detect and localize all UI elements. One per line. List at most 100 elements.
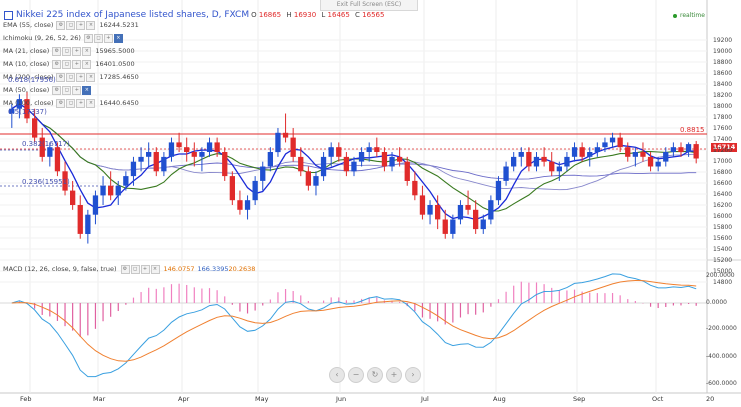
price-tick-label: 19200 [713, 37, 733, 44]
price-tick-label: 16800 [713, 169, 733, 176]
add-icon[interactable]: + [140, 264, 150, 274]
price-tick-label: 16200 [713, 202, 733, 209]
exit-fullscreen-button[interactable]: Exit Full Screen (ESC) [320, 0, 418, 11]
hide-icon[interactable]: ◻ [66, 98, 76, 108]
add-icon[interactable]: + [72, 59, 82, 69]
settings-icon[interactable]: ⚙ [56, 20, 66, 30]
realtime-label: realtime [680, 12, 705, 19]
close-icon[interactable]: × [113, 33, 123, 43]
signal-value: 166.3395 [197, 265, 229, 273]
candle-body [389, 156, 395, 167]
fib-label-382: 0.382(16717) [22, 140, 70, 148]
chart-title-row: Nikkei 225 index of Japanese listed shar… [4, 9, 387, 21]
macd-tick-label: 0.0000 [706, 299, 727, 306]
close-icon[interactable]: × [82, 59, 92, 69]
macd-tick-label: -400.0000 [706, 353, 737, 360]
low-label: L [321, 11, 326, 19]
high-label: H [286, 11, 292, 19]
zoom-out-button[interactable]: − [348, 367, 364, 383]
candle-body [24, 99, 30, 119]
close-icon[interactable]: × [150, 264, 160, 274]
candle-body [533, 156, 540, 167]
add-icon[interactable]: + [103, 33, 113, 43]
candle-body [16, 99, 22, 109]
macd-tick-label: -200.0000 [706, 325, 737, 332]
price-tick-label: 18400 [713, 81, 733, 88]
close-icon[interactable]: × [86, 72, 96, 82]
hide-icon[interactable]: ◻ [130, 264, 140, 274]
indicator-value: 15965.5000 [95, 47, 135, 55]
hide-icon[interactable]: ◻ [62, 85, 72, 95]
price-tick-label: 16400 [713, 191, 733, 198]
price-tick-label: 18000 [713, 103, 733, 110]
indicator-row[interactable]: MA (50, close) ⚙ ◻ + × [3, 85, 95, 95]
scroll-right-button[interactable]: › [405, 367, 421, 383]
settings-icon[interactable]: ⚙ [52, 85, 62, 95]
add-icon[interactable]: + [72, 85, 82, 95]
time-tick-label: Oct [652, 395, 664, 403]
candle-body [640, 152, 646, 157]
candle-body [435, 205, 441, 220]
add-icon[interactable]: + [72, 46, 82, 56]
price-tick-label: 18800 [713, 59, 733, 66]
hide-icon[interactable]: ◻ [62, 59, 72, 69]
candle-body [412, 180, 418, 196]
settings-icon[interactable]: ⚙ [120, 264, 130, 274]
indicator-row[interactable]: MA (100, close) ⚙ ◻ + × 16440.6450 [3, 98, 139, 108]
candle-body [358, 152, 365, 162]
candle-body [237, 200, 243, 210]
close-icon[interactable]: × [82, 85, 92, 95]
candle-body [100, 185, 106, 196]
fib-label-618: 0.618(17956) [8, 76, 56, 84]
candle-body [549, 161, 555, 172]
price-tick-label: 17400 [713, 136, 733, 143]
status-dot-icon [673, 13, 677, 18]
add-icon[interactable]: + [76, 72, 86, 82]
settings-icon[interactable]: ⚙ [52, 59, 62, 69]
time-tick-label: 20 [706, 395, 715, 403]
candle-body [594, 147, 600, 152]
macd-line [11, 273, 697, 378]
candle-body [450, 219, 456, 234]
candle-body [579, 147, 585, 157]
zoom-in-button[interactable]: + [386, 367, 402, 383]
close-icon[interactable]: × [86, 98, 96, 108]
reset-button[interactable]: ↻ [367, 367, 383, 383]
candle-body [214, 142, 220, 152]
hide-icon[interactable]: ◻ [66, 20, 76, 30]
collapse-toggle-icon[interactable] [4, 10, 13, 20]
candle-body [47, 147, 53, 157]
indicator-row[interactable]: EMA (55, close) ⚙ ◻ + × 16244.5231 [3, 20, 139, 30]
hide-icon[interactable]: ◻ [62, 46, 72, 56]
settings-icon[interactable]: ⚙ [56, 72, 66, 82]
scroll-left-button[interactable]: ‹ [329, 367, 345, 383]
indicator-name: MA (50, close) [3, 86, 50, 94]
add-icon[interactable]: + [76, 20, 86, 30]
high-value: 16930 [293, 11, 317, 19]
time-tick-label: Mar [93, 395, 106, 403]
indicator-row[interactable]: Ichimoku (9, 26, 52, 26) ⚙ ◻ + × [3, 33, 127, 43]
hide-icon[interactable]: ◻ [66, 72, 76, 82]
candle-body [632, 152, 638, 157]
price-tick-label: 17200 [713, 147, 733, 154]
settings-icon[interactable]: ⚙ [83, 33, 93, 43]
time-tick-label: Apr [178, 395, 190, 403]
candle-body [130, 161, 137, 177]
close-icon[interactable]: × [86, 20, 96, 30]
settings-icon[interactable]: ⚙ [56, 98, 66, 108]
hide-icon[interactable]: ◻ [93, 33, 103, 43]
indicator-row[interactable]: MA (21, close) ⚙ ◻ + × 15965.5000 [3, 46, 135, 56]
open-label: O [251, 11, 257, 19]
candle-body [374, 147, 380, 152]
settings-icon[interactable]: ⚙ [52, 46, 62, 56]
candle-body [625, 147, 631, 157]
indicator-row[interactable]: MA (200, close) ⚙ ◻ + × 17285.4650 [3, 72, 139, 82]
indicator-row[interactable]: MA (10, close) ⚙ ◻ + × 16401.0500 [3, 59, 135, 69]
time-tick-label: Sep [573, 395, 586, 403]
close-icon[interactable]: × [82, 46, 92, 56]
time-tick-label: Jun [336, 395, 347, 403]
candle-body [267, 152, 273, 167]
add-icon[interactable]: + [76, 98, 86, 108]
price-tick-label: 15000 [713, 268, 733, 275]
